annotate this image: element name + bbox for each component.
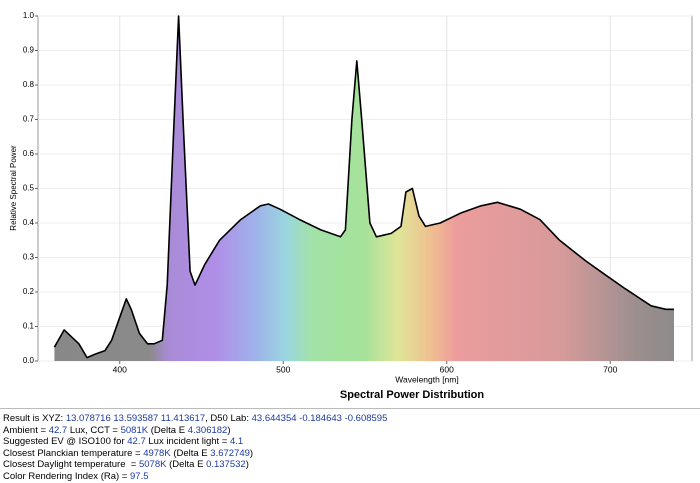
result-value: 97.5 (130, 470, 149, 482)
y-tick-label: 0.5 (23, 184, 35, 193)
result-label: ) (249, 447, 254, 459)
result-label: (Delta E (170, 447, 211, 459)
result-label: (Delta E (148, 424, 188, 436)
result-value: 5081K (120, 424, 149, 436)
result-line: Closest Planckian temperature = 4978K (D… (3, 448, 700, 460)
x-tick-label: 600 (440, 364, 454, 374)
result-line: Ambient = 42.7 Lux, CCT = 5081K (Delta E… (3, 425, 700, 437)
result-label: Color Rendering Index (Ra) = (3, 470, 130, 482)
result-label: Closest Planckian temperature = (3, 447, 144, 459)
y-tick-label: 0.7 (23, 115, 35, 124)
spectrum-line (53, 15, 674, 359)
y-tick-label: 0.1 (23, 322, 35, 331)
result-line: Suggested EV @ ISO100 for 42.7 Lux incid… (3, 436, 700, 448)
result-label: ) (245, 459, 249, 471)
result-line: Color Rendering Index (Ra) = 97.5 (3, 471, 700, 483)
y-axis-label: Relative Spectral Power (9, 145, 18, 231)
chart: 0.0 0.1 0.2 0.3 0.4 0.5 0.6 0.7 0.8 0.9 1.0 400 500 6… (9, 11, 693, 401)
x-tick-label: 400 (113, 364, 127, 374)
result-label: Lux incident light = (145, 436, 230, 448)
result-value: 42.7 (48, 424, 68, 436)
result-value: 43.644354 -0.184643 -0.608595 (251, 413, 388, 424)
x-tick-label: 500 (276, 364, 290, 374)
result-label: ) (227, 424, 231, 436)
y-tick-label: 0.6 (23, 149, 35, 158)
result-value: 13.078716 13.593587 11.413617 (65, 413, 206, 424)
y-tick-label: 0.4 (23, 218, 35, 227)
result-value: 42.7 (127, 436, 146, 448)
y-tick-label: 0.9 (23, 46, 35, 55)
result-label: Result is XYZ: (3, 413, 66, 424)
results-panel: Result is XYZ: 13.078716 13.593587 11.41… (0, 408, 700, 483)
y-tick-label: 0.0 (23, 356, 35, 365)
y-tick-label: 0.2 (23, 287, 35, 296)
result-value: 4978K (143, 447, 171, 459)
chart-title: Spectral Power Distribution (340, 389, 485, 401)
result-label: Closest Daylight temperature = (3, 459, 139, 471)
y-tick-label: 0.3 (23, 253, 35, 262)
result-label: , D50 Lab: (205, 413, 252, 424)
result-label: (Delta E (166, 459, 207, 471)
y-tick-label: 1.0 (23, 11, 35, 20)
result-line: Closest Daylight temperature = 5078K (De… (3, 459, 700, 471)
y-tick-label: 0.8 (23, 80, 35, 89)
result-value: 5078K (138, 459, 167, 471)
result-value: 3.672749 (210, 447, 250, 459)
result-line: Result is XYZ: 13.078716 13.593587 11.41… (3, 413, 700, 425)
result-label: Lux, CCT = (67, 424, 121, 436)
x-tick-label: 700 (603, 364, 617, 374)
x-axis-label: Wavelength [nm] (395, 374, 458, 384)
spectrum-area (54, 16, 674, 361)
result-value: 4.1 (229, 436, 244, 448)
result-label: Ambient = (3, 424, 49, 436)
result-label: Suggested EV @ ISO100 for (3, 436, 128, 448)
result-value: 0.137532 (206, 459, 246, 471)
result-value: 4.306182 (187, 424, 228, 436)
